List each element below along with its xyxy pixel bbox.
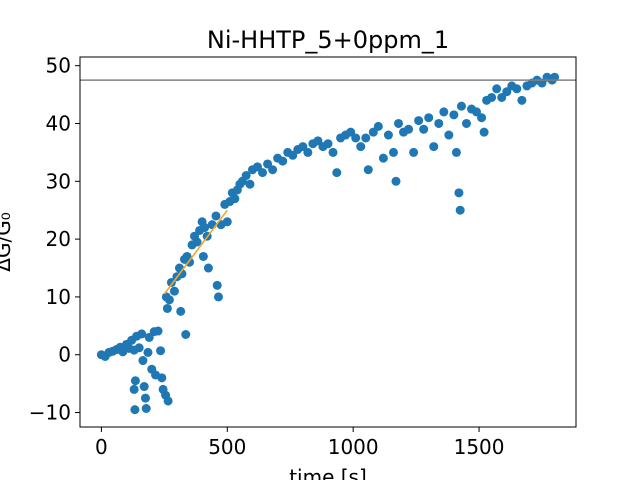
data-point bbox=[332, 168, 342, 178]
data-point bbox=[351, 133, 361, 143]
data-point bbox=[388, 147, 398, 157]
data-point bbox=[156, 346, 166, 356]
data-point bbox=[213, 292, 223, 302]
data-point bbox=[198, 251, 208, 261]
x-tick-label: 1500 bbox=[454, 435, 505, 459]
data-point bbox=[439, 107, 449, 117]
data-point bbox=[429, 142, 439, 152]
data-point bbox=[361, 133, 371, 143]
data-point bbox=[141, 404, 151, 413]
data-point bbox=[444, 130, 454, 140]
data-point bbox=[162, 303, 172, 313]
data-point bbox=[177, 269, 187, 279]
data-point bbox=[230, 194, 240, 204]
data-point bbox=[363, 165, 373, 175]
data-point bbox=[153, 326, 163, 336]
data-point bbox=[378, 153, 388, 163]
data-point bbox=[454, 188, 464, 198]
data-point bbox=[241, 171, 251, 181]
y-tick-label: 40 bbox=[46, 111, 71, 135]
fit-line bbox=[163, 209, 228, 295]
data-point bbox=[323, 139, 333, 149]
data-point bbox=[138, 356, 148, 366]
data-point bbox=[157, 373, 167, 383]
data-point bbox=[129, 384, 139, 394]
data-point bbox=[303, 147, 313, 157]
data-point bbox=[492, 84, 502, 94]
data-point bbox=[449, 110, 459, 120]
data-point bbox=[258, 168, 268, 178]
data-point bbox=[203, 263, 213, 273]
chart-title: Ni-HHTP_5+0ppm_1 bbox=[207, 26, 449, 54]
data-point bbox=[192, 237, 202, 247]
x-tick-label: 1000 bbox=[328, 435, 379, 459]
y-tick-label: 0 bbox=[58, 343, 71, 367]
data-point bbox=[169, 286, 179, 296]
data-point bbox=[222, 217, 232, 227]
data-point bbox=[164, 295, 174, 305]
data-point bbox=[461, 118, 471, 128]
data-point bbox=[512, 84, 522, 94]
data-point bbox=[424, 113, 434, 123]
data-point bbox=[404, 124, 414, 134]
data-point bbox=[134, 343, 144, 353]
data-point bbox=[181, 330, 191, 339]
data-point bbox=[328, 147, 338, 157]
data-point bbox=[200, 223, 210, 233]
data-point bbox=[137, 329, 147, 339]
data-point bbox=[212, 280, 222, 290]
y-tick-label: 10 bbox=[46, 285, 71, 309]
data-point bbox=[268, 165, 278, 175]
data-point bbox=[409, 147, 419, 157]
axis-ticks: 0 500 1000 1500 −10 0 10 20 30 40 50 bbox=[29, 54, 505, 459]
y-tick-label: −10 bbox=[29, 401, 71, 425]
data-point bbox=[245, 179, 255, 189]
data-point bbox=[139, 382, 149, 392]
data-point bbox=[140, 393, 150, 403]
data-point bbox=[373, 121, 383, 131]
plot-frame bbox=[79, 56, 577, 428]
y-tick-label: 30 bbox=[46, 169, 71, 193]
x-tick-label: 0 bbox=[95, 435, 108, 459]
data-point bbox=[211, 211, 221, 221]
data-point bbox=[393, 118, 403, 128]
data-point bbox=[451, 147, 461, 157]
y-tick-label: 50 bbox=[46, 54, 71, 78]
data-point bbox=[166, 277, 176, 287]
data-point bbox=[414, 116, 424, 126]
y-tick-label: 20 bbox=[46, 227, 71, 251]
plot-area bbox=[80, 72, 576, 415]
data-point bbox=[487, 92, 497, 102]
data-point bbox=[383, 130, 393, 140]
data-point bbox=[163, 396, 173, 406]
data-point bbox=[477, 113, 487, 123]
data-point bbox=[434, 118, 444, 128]
data-point bbox=[456, 101, 466, 111]
data-point bbox=[479, 127, 489, 137]
x-axis-label: time [s] bbox=[289, 465, 367, 480]
data-point bbox=[130, 405, 140, 415]
data-point bbox=[207, 220, 217, 230]
data-point bbox=[130, 376, 140, 386]
x-tick-label: 500 bbox=[208, 435, 246, 459]
data-point bbox=[455, 205, 465, 215]
data-point bbox=[278, 156, 288, 166]
data-point bbox=[517, 95, 527, 105]
data-point bbox=[143, 347, 153, 357]
y-axis-label: ΔG/G₀ bbox=[0, 212, 15, 271]
data-point bbox=[176, 306, 186, 316]
data-point bbox=[391, 176, 401, 186]
data-point bbox=[356, 142, 366, 152]
data-point bbox=[419, 124, 429, 134]
